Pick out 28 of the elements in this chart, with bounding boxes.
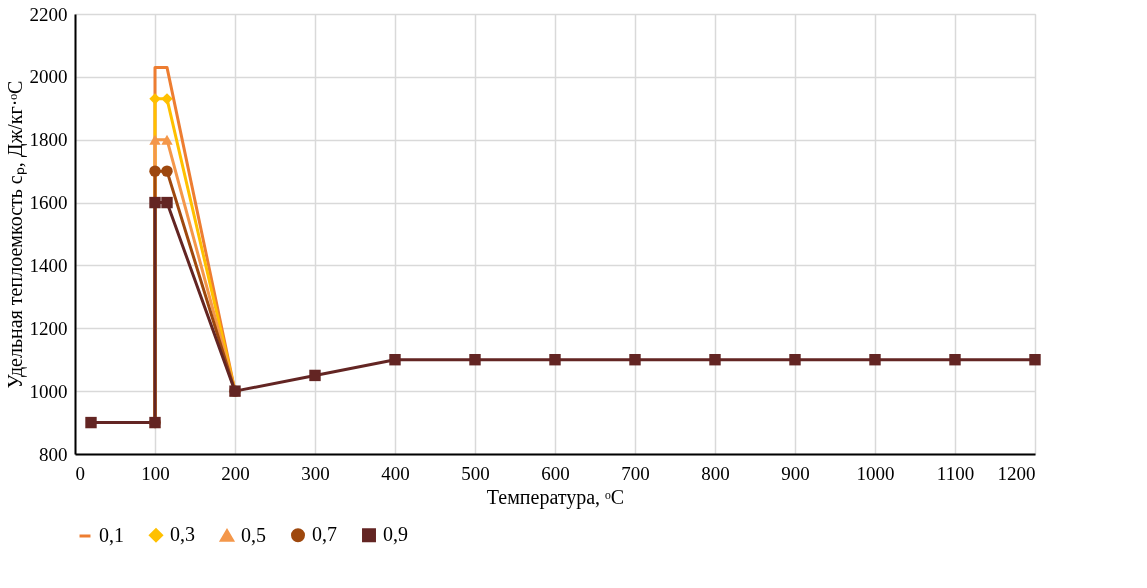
x-tick-label: 0 [75,462,85,484]
x-tick-label: 1200 [997,462,1036,484]
legend-label: 0,3 [170,523,195,546]
y-tick-label: 1400 [29,254,68,276]
x-axis-title: Температура, ᵒС [486,485,625,509]
x-tick-label: 900 [781,462,810,484]
y-tick-label: 1800 [29,129,68,151]
y-tick-label: 1000 [29,380,68,402]
legend-label: 0,7 [312,523,337,546]
x-tick-label: 800 [701,462,730,484]
x-tick-label: 700 [621,462,650,484]
x-tick-label: 1000 [856,462,895,484]
legend-label: 0,5 [241,523,266,546]
x-tick-label: 300 [301,462,330,484]
legend-label: 0,9 [383,523,408,546]
x-tick-label: 600 [541,462,570,484]
x-tick-label: 100 [141,462,170,484]
legend-label: 0,1 [99,524,124,546]
x-tick-label: 400 [381,462,410,484]
y-tick-label: 1200 [29,317,68,339]
y-axis-title: Удельная теплоемкость cₚ, Дж/кг·ᵒС [3,80,27,389]
y-tick-label: 1600 [29,192,68,214]
x-tick-label: 1100 [936,462,975,484]
y-tick-label: 800 [39,443,68,465]
x-tick-label: 500 [461,462,490,484]
y-tick-label: 2000 [29,66,68,88]
y-tick-label: 2200 [29,3,68,25]
x-tick-label: 200 [221,462,250,484]
